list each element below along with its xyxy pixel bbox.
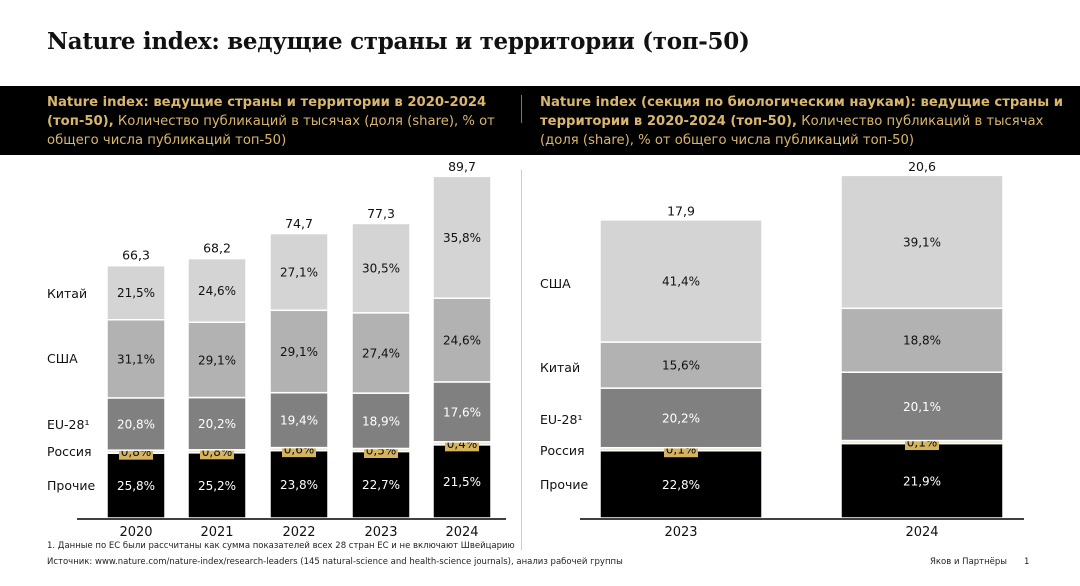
right-chart-header: Nature index (секция по биологическим на…: [540, 93, 1070, 150]
legend-label-Прочие: Прочие: [540, 477, 588, 492]
total-label: 74,7: [285, 216, 313, 231]
bar-segment-2024-3: [840, 307, 1004, 373]
left-header-bold: Nature index: ведущие страны и территори…: [47, 95, 487, 129]
data-label: 22,7%: [362, 478, 400, 492]
bar-segment-2023-0: [351, 450, 411, 519]
legend-label-Россия: Россия: [540, 443, 585, 458]
bar-segment-2023-4: [351, 222, 411, 314]
legend-label-Китай: Китай: [540, 360, 580, 375]
legend-label-США: США: [540, 276, 571, 291]
right-header-bold: Nature index (секция по биологическим на…: [540, 95, 1064, 129]
legend-label-Россия: Россия: [47, 444, 92, 459]
left-chart-header: Nature index: ведущие страны и территори…: [47, 93, 507, 150]
bar-segment-2020-0: [106, 452, 166, 519]
data-label: 23,8%: [280, 478, 318, 492]
data-label: 20,8%: [117, 418, 155, 432]
data-label: 29,1%: [198, 353, 236, 367]
x-tick-label: 2022: [282, 525, 315, 540]
data-label: 19,4%: [280, 414, 318, 428]
data-label: 27,1%: [280, 265, 318, 279]
data-label: 20,1%: [903, 400, 941, 414]
legend-label-Прочие: Прочие: [47, 478, 95, 493]
x-tick-label: 2023: [364, 525, 397, 540]
header-band: [0, 86, 1080, 155]
x-tick-label: 2023: [664, 525, 697, 540]
bar-segment-2022-4: [269, 232, 329, 312]
legend-label-США: США: [47, 351, 78, 366]
legend-label-Китай: Китай: [47, 286, 87, 301]
bar-segment-2020-2: [106, 397, 166, 451]
x-tick-label: 2020: [119, 525, 152, 540]
x-tick-label: 2021: [200, 525, 233, 540]
source-note: Источник: www.nature.com/nature-index/re…: [47, 557, 623, 567]
data-label: 18,8%: [903, 334, 941, 348]
bar-segment-2022-0: [269, 449, 329, 519]
bar-segment-2020-3: [106, 318, 166, 399]
data-label: 31,1%: [117, 352, 155, 366]
brand-logo: Яков и Партнёры: [930, 557, 1008, 567]
data-label: 18,9%: [362, 414, 400, 428]
data-label: 29,1%: [280, 345, 318, 359]
total-label: 89,7: [448, 159, 476, 174]
data-label: 17,6%: [443, 405, 481, 419]
bar-segment-2024-3: [432, 297, 492, 383]
total-label: 68,2: [203, 240, 231, 255]
data-label: 21,9%: [903, 474, 941, 488]
footnote: 1. Данные по ЕС были рассчитаны как сумм…: [47, 541, 515, 551]
bar-segment-2023-4: [599, 219, 763, 343]
page-number: 1: [1024, 557, 1030, 567]
bar-segment-2024-0: [432, 444, 492, 519]
bar-segment-2023-2: [599, 387, 763, 449]
data-label: 30,5%: [362, 262, 400, 276]
total-label: 20,6: [908, 159, 936, 174]
legend-label-EU-28¹: EU-28¹: [540, 412, 582, 427]
data-label: 24,6%: [198, 284, 236, 298]
bar-segment-2022-3: [269, 309, 329, 394]
x-tick-label: 2024: [445, 525, 478, 540]
bar-segment-2021-4: [187, 257, 247, 323]
data-label: 21,5%: [117, 286, 155, 300]
data-label: 24,6%: [443, 334, 481, 348]
chart-divider: [521, 170, 522, 550]
legend-label-EU-28¹: EU-28¹: [47, 417, 89, 432]
total-label: 77,3: [367, 206, 395, 221]
bar-segment-2024-0: [840, 442, 1004, 519]
bar-segment-2024-2: [840, 371, 1004, 442]
data-label: 25,8%: [117, 479, 155, 493]
data-label: 25,2%: [198, 479, 236, 493]
data-label: 22,8%: [662, 478, 700, 492]
bar-segment-2022-2: [269, 391, 329, 449]
bar-segment-2021-2: [187, 396, 247, 451]
total-label: 66,3: [122, 248, 150, 263]
total-label: 17,9: [667, 204, 695, 219]
bar-segment-2021-0: [187, 452, 247, 519]
data-label: 20,2%: [662, 411, 700, 425]
right-header-normal: Количество публикаций в тысячах (доля (s…: [540, 114, 1044, 148]
left-header-normal: Количество публикаций в тысячах (доля (s…: [47, 114, 495, 148]
bar-segment-2023-0: [599, 449, 763, 519]
data-label: 27,4%: [362, 346, 400, 360]
bar-segment-2020-4: [106, 264, 166, 321]
page-title: Nature index: ведущие страны и территори…: [47, 28, 750, 55]
data-label: 20,2%: [198, 417, 236, 431]
data-label: 41,4%: [662, 274, 700, 288]
header-divider: [521, 95, 522, 123]
bar-segment-2021-3: [187, 321, 247, 399]
data-label: 39,1%: [903, 235, 941, 249]
bar-segment-2024-4: [432, 175, 492, 299]
bar-segment-2024-4: [840, 174, 1004, 310]
data-label: 21,5%: [443, 475, 481, 489]
data-label: 35,8%: [443, 231, 481, 245]
bar-segment-2023-2: [351, 392, 411, 450]
bar-segment-2023-3: [599, 341, 763, 389]
x-tick-label: 2024: [905, 525, 938, 540]
data-label: 15,6%: [662, 359, 700, 373]
